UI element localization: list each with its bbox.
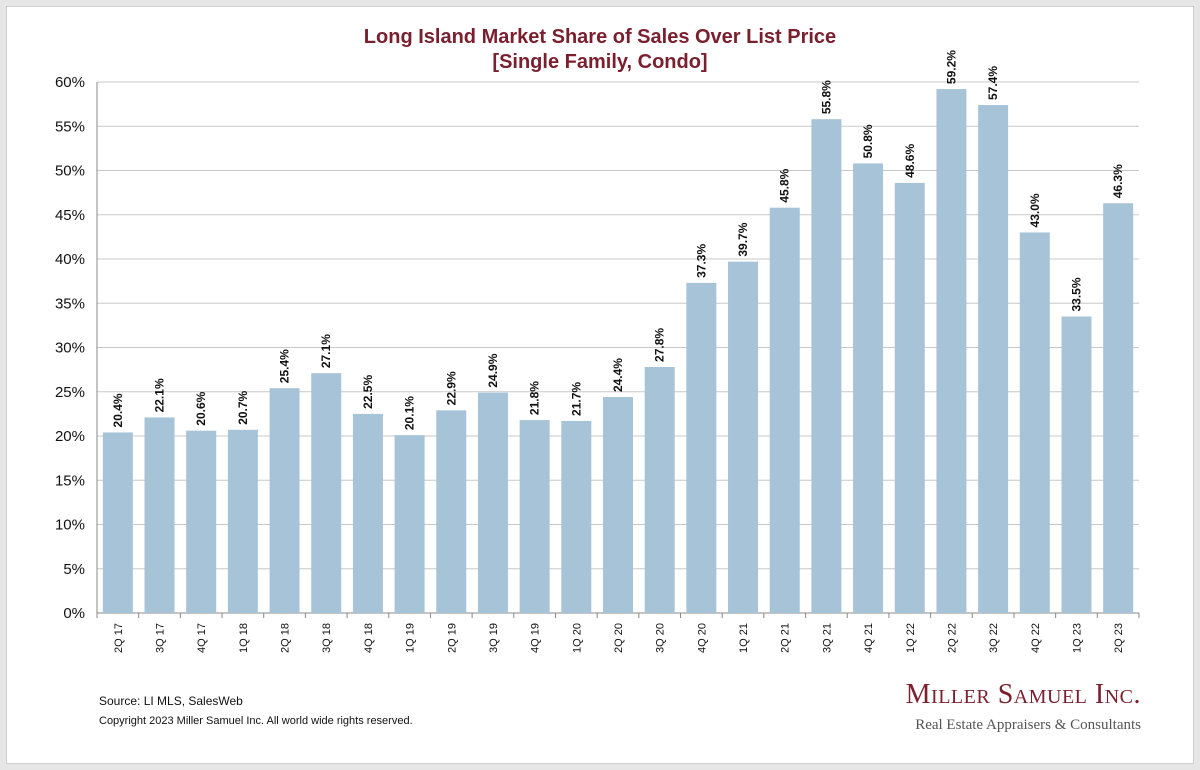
data-label: 22.5% <box>361 375 375 409</box>
bar <box>561 420 592 613</box>
data-label: 27.8% <box>653 328 667 362</box>
x-tick-label: 2Q 23 <box>1113 623 1125 653</box>
chart-subtitle: [Single Family, Condo] <box>492 51 708 73</box>
x-tick-label: 4Q 17 <box>196 623 208 653</box>
data-label: 25.4% <box>278 349 292 383</box>
bar <box>1019 232 1050 613</box>
bar <box>978 105 1009 613</box>
y-tick-label: 15% <box>55 472 85 489</box>
y-tick-label: 50% <box>55 163 85 180</box>
bar <box>269 388 300 613</box>
chart-frame: Long Island Market Share of Sales Over L… <box>6 6 1194 764</box>
data-label: 20.7% <box>236 390 250 424</box>
x-tick-label: 1Q 21 <box>738 623 750 653</box>
x-tick-label: 2Q 17 <box>113 623 125 653</box>
data-label: 20.6% <box>194 391 208 425</box>
bar <box>227 429 258 613</box>
bar <box>519 420 550 613</box>
x-tick-label: 2Q 21 <box>780 623 792 653</box>
x-tick-label: 1Q 20 <box>571 623 583 653</box>
data-label: 48.6% <box>903 144 917 178</box>
bar <box>894 182 925 613</box>
y-tick-label: 45% <box>55 207 85 224</box>
y-tick-label: 55% <box>55 118 85 135</box>
x-tick-label: 3Q 18 <box>321 623 333 653</box>
data-label: 39.7% <box>736 222 750 256</box>
y-tick-label: 30% <box>55 340 85 357</box>
data-label: 22.9% <box>444 371 458 405</box>
company-logo: Miller Samuel Inc. Real Estate Appraiser… <box>906 679 1141 735</box>
bar <box>436 410 467 613</box>
bar <box>477 392 508 613</box>
bar <box>644 366 675 613</box>
data-label: 46.3% <box>1111 164 1125 198</box>
chart-title: Long Island Market Share of Sales Over L… <box>363 26 837 48</box>
copyright-note: Copyright 2023 Miller Samuel Inc. All wo… <box>99 715 413 727</box>
bar <box>186 430 217 613</box>
bar <box>769 207 800 614</box>
y-tick-label: 40% <box>55 251 85 268</box>
data-label: 21.8% <box>528 381 542 415</box>
y-tick-label: 35% <box>55 295 85 312</box>
x-tick-label: 1Q 22 <box>905 623 917 653</box>
x-tick-label: 3Q 19 <box>488 623 500 653</box>
bar-chart: 0% 5% 10% 15% 20% 25% 30% 35% 40% 45% 50% 55% 60% 20.… <box>55 50 1140 653</box>
logo-tagline: Real Estate Appraisers & Consultants <box>915 717 1141 733</box>
data-label: 37.3% <box>694 244 708 278</box>
x-tick-label: 2Q 20 <box>613 623 625 653</box>
y-tick-label: 60% <box>55 74 85 91</box>
bar <box>394 435 425 613</box>
x-tick-label: 4Q 21 <box>863 623 875 653</box>
x-tick-label: 4Q 20 <box>696 623 708 653</box>
data-label: 22.1% <box>153 378 167 412</box>
bar <box>102 432 133 613</box>
x-tick-label: 1Q 18 <box>238 623 250 653</box>
bar <box>352 413 383 613</box>
data-label: 57.4% <box>986 66 1000 100</box>
data-label: 21.7% <box>569 382 583 416</box>
bar <box>936 89 967 613</box>
data-label: 27.1% <box>319 334 333 368</box>
data-label: 50.8% <box>861 124 875 158</box>
bar <box>728 261 759 613</box>
x-tick-label: 3Q 20 <box>655 623 667 653</box>
data-label: 59.2% <box>944 50 958 84</box>
data-label: 33.5% <box>1069 277 1083 311</box>
bar <box>311 373 342 613</box>
data-label: 20.4% <box>111 393 125 427</box>
bar <box>853 163 884 614</box>
x-tick-label: 1Q 19 <box>405 623 417 653</box>
bar <box>811 119 842 614</box>
x-tick-label: 3Q 22 <box>988 623 1000 653</box>
bar <box>1061 316 1092 613</box>
bar <box>602 397 634 613</box>
data-label: 24.9% <box>486 353 500 387</box>
data-label: 43.0% <box>1028 193 1042 227</box>
x-tick-label: 4Q 19 <box>530 623 542 653</box>
y-tick-label: 0% <box>63 605 85 622</box>
x-tick-label: 3Q 21 <box>821 623 833 653</box>
y-tick-label: 5% <box>63 561 85 578</box>
x-tick-label: 4Q 22 <box>1030 623 1042 653</box>
source-note: Source: LI MLS, SalesWeb <box>99 694 243 708</box>
x-tick-label: 4Q 18 <box>363 623 375 653</box>
x-tick-label: 3Q 17 <box>155 623 167 653</box>
x-tick-label: 2Q 22 <box>946 623 958 653</box>
data-label: 55.8% <box>819 80 833 114</box>
data-label: 45.8% <box>778 168 792 202</box>
bar <box>144 417 175 613</box>
y-tick-label: 20% <box>55 428 85 445</box>
x-tick-label: 2Q 19 <box>446 623 458 653</box>
logo-name: Miller Samuel Inc. <box>905 679 1141 710</box>
bar <box>1103 203 1134 613</box>
data-label: 24.4% <box>611 358 625 392</box>
x-tick-label: 2Q 18 <box>280 623 292 653</box>
x-tick-label: 1Q 23 <box>1071 623 1083 653</box>
chart-title-block: Long Island Market Share of Sales Over L… <box>7 25 1193 75</box>
data-label: 20.1% <box>403 396 417 430</box>
y-tick-label: 10% <box>55 517 85 534</box>
bar <box>686 282 717 613</box>
y-tick-label: 25% <box>55 384 85 401</box>
